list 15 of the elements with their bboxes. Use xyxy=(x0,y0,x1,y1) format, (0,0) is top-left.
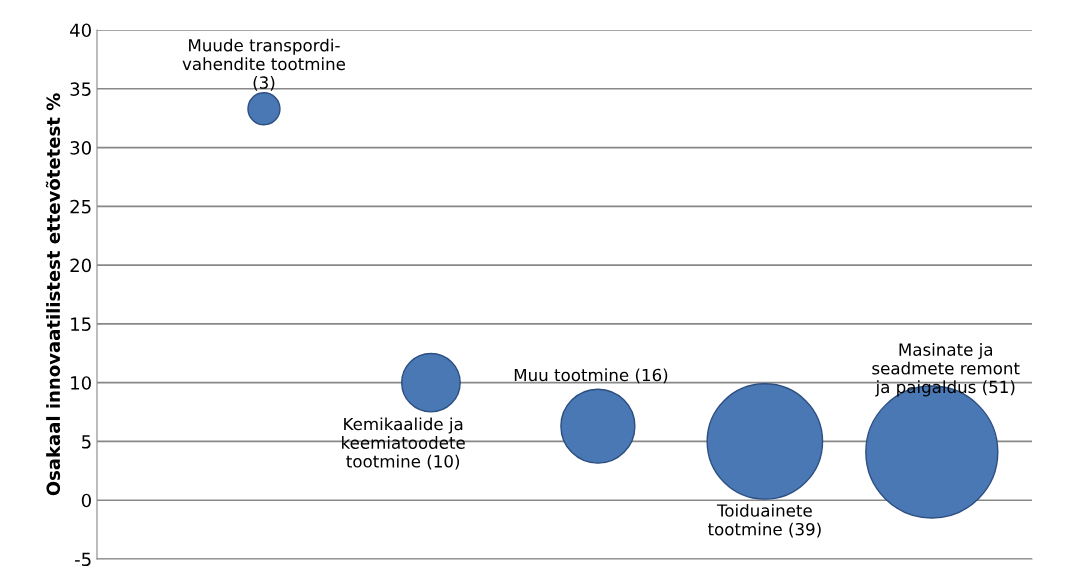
annotation: Toiduainete tootmine (39) xyxy=(707,503,821,538)
y-tick-label: 25 xyxy=(70,199,91,214)
y-tick-label: 30 xyxy=(70,141,91,155)
y-tick-label: 20 xyxy=(70,258,91,273)
y-tick-label: 10 xyxy=(71,376,91,390)
y-tick-label: 0 xyxy=(81,493,91,508)
annotation: Kemikaalide ja keemiatoodete tootmine (10) xyxy=(342,417,465,470)
annotation: Muu tootmine (16) xyxy=(514,368,668,384)
y-axis-title: Osakaal innovaatilistest ettevõtetest % xyxy=(45,93,61,496)
y-tick-label: 35 xyxy=(70,82,91,96)
y-tick-label: -5 xyxy=(75,552,91,567)
y-tick-label: 40 xyxy=(70,23,91,38)
y-tick-label: 5 xyxy=(82,435,91,449)
annotation: Muude transpordi- vahendite tootmine (3) xyxy=(182,38,346,91)
y-tick-label: 15 xyxy=(71,317,91,332)
